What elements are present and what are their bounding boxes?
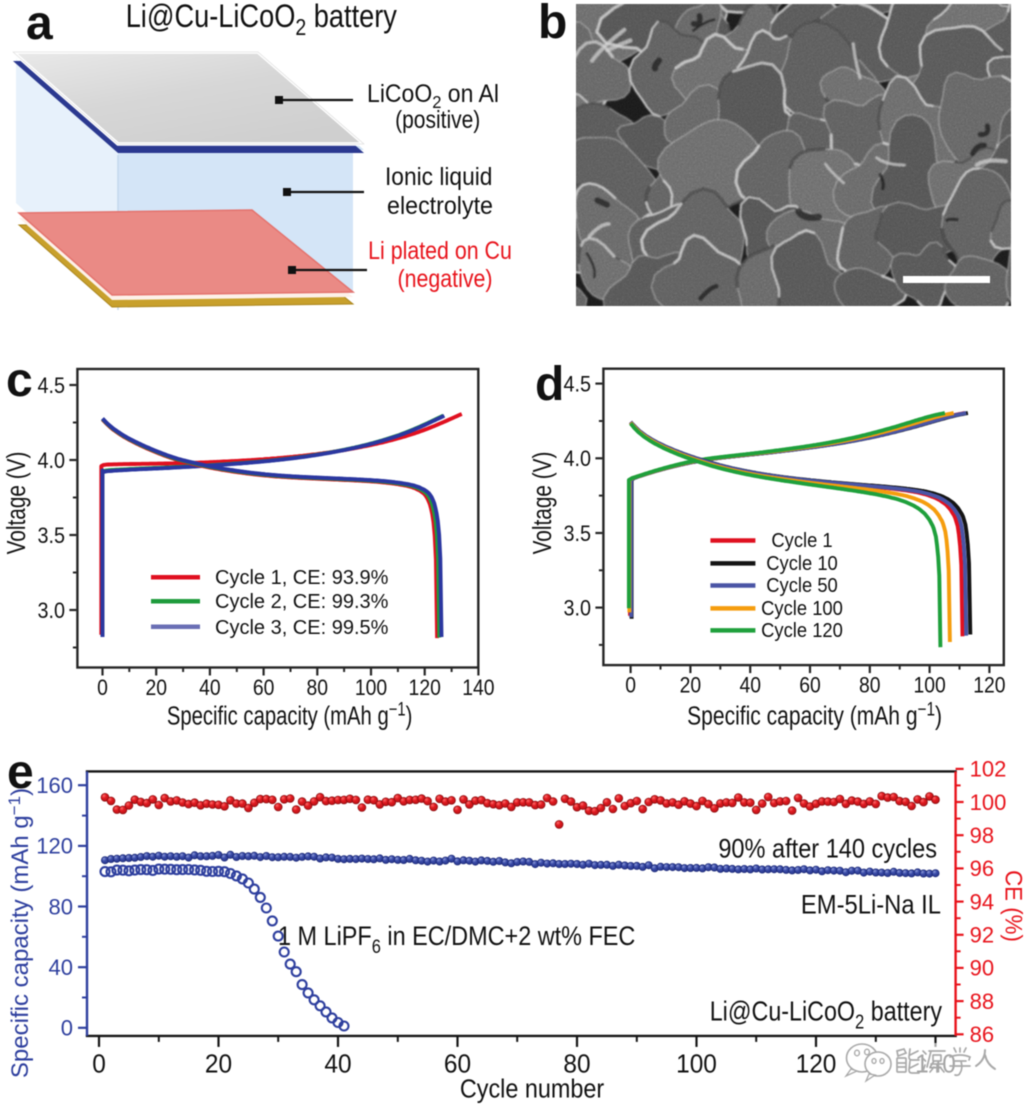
svg-text:Li@Cu-LiCoO2 battery: Li@Cu-LiCoO2 battery — [710, 996, 942, 1032]
svg-text:Voltage (V): Voltage (V) — [2, 452, 31, 555]
svg-text:20: 20 — [205, 1050, 232, 1079]
svg-text:Li plated on Cu: Li plated on Cu — [368, 236, 512, 264]
svg-text:96: 96 — [970, 856, 994, 881]
svg-text:88: 88 — [970, 989, 994, 1014]
svg-text:120: 120 — [409, 676, 441, 700]
svg-text:102: 102 — [970, 757, 1007, 782]
svg-text:94: 94 — [970, 889, 994, 914]
svg-text:100: 100 — [355, 676, 387, 700]
svg-text:90: 90 — [970, 956, 994, 981]
svg-text:120: 120 — [796, 1050, 837, 1079]
svg-text:d: d — [535, 358, 564, 411]
svg-text:Ionic liquid: Ionic liquid — [385, 163, 492, 191]
svg-text:100: 100 — [913, 673, 945, 697]
svg-text:a: a — [26, 0, 53, 50]
svg-text:0: 0 — [92, 1050, 106, 1079]
svg-text:20: 20 — [680, 673, 702, 697]
svg-text:100: 100 — [970, 790, 1007, 815]
svg-text:Cycle 3, CE: 99.5%: Cycle 3, CE: 99.5% — [215, 617, 389, 639]
svg-text:Specific capacity (mAh g−1): Specific capacity (mAh g−1) — [687, 698, 942, 731]
svg-text:160: 160 — [36, 773, 73, 798]
svg-text:1 M LiPF6 in EC/DMC+2 wt% FEC: 1 M LiPF6 in EC/DMC+2 wt% FEC — [278, 922, 635, 958]
svg-text:0: 0 — [61, 1016, 73, 1041]
svg-text:140: 140 — [462, 676, 494, 700]
svg-text:60: 60 — [799, 673, 821, 697]
svg-text:98: 98 — [970, 823, 994, 848]
svg-text:Cycle number: Cycle number — [460, 1075, 604, 1103]
svg-text:80: 80 — [49, 894, 73, 919]
svg-text:86: 86 — [970, 1022, 994, 1047]
svg-text:100: 100 — [676, 1050, 717, 1079]
svg-text:92: 92 — [970, 923, 994, 948]
svg-text:3.0: 3.0 — [563, 596, 591, 620]
svg-text:Specific capacity (mAh g−1): Specific capacity (mAh g−1) — [5, 788, 34, 1078]
svg-text:0: 0 — [97, 676, 108, 700]
svg-text:Cycle 1, CE: 93.9%: Cycle 1, CE: 93.9% — [215, 567, 389, 589]
svg-text:4.0: 4.0 — [37, 449, 65, 473]
svg-text:Specific capacity (mAh g−1): Specific capacity (mAh g−1) — [167, 699, 412, 730]
svg-text:90% after 140 cycles: 90% after 140 cycles — [718, 834, 937, 864]
svg-text:20: 20 — [145, 676, 167, 700]
svg-text:4.5: 4.5 — [37, 374, 65, 398]
svg-text:120: 120 — [36, 834, 73, 859]
svg-text:Cycle 2, CE: 99.3%: Cycle 2, CE: 99.3% — [215, 591, 389, 613]
svg-text:Li@Cu-LiCoO2 battery: Li@Cu-LiCoO2 battery — [126, 0, 397, 40]
svg-text:Cycle 10: Cycle 10 — [766, 553, 838, 575]
svg-text:4.0: 4.0 — [563, 447, 591, 471]
svg-text:e: e — [7, 746, 34, 799]
svg-text:Cycle 50: Cycle 50 — [766, 576, 838, 598]
svg-text:electrolyte: electrolyte — [387, 192, 493, 220]
svg-text:0: 0 — [625, 673, 636, 697]
svg-text:EM-5Li-Na IL: EM-5Li-Na IL — [801, 890, 941, 920]
svg-text:60: 60 — [253, 676, 275, 700]
svg-text:40: 40 — [324, 1050, 351, 1079]
svg-text:Cycle 1: Cycle 1 — [771, 531, 832, 553]
svg-text:120: 120 — [973, 673, 1005, 697]
svg-text:(positive): (positive) — [395, 105, 480, 133]
svg-text:80: 80 — [563, 1050, 590, 1079]
svg-text:80: 80 — [859, 673, 881, 697]
svg-text:3.5: 3.5 — [563, 522, 591, 546]
svg-text:40: 40 — [49, 955, 73, 980]
svg-text:b: b — [538, 0, 567, 49]
svg-text:Cycle 100: Cycle 100 — [761, 598, 843, 620]
svg-text:3.5: 3.5 — [37, 524, 65, 548]
svg-text:c: c — [6, 354, 33, 407]
svg-text:CE (%): CE (%) — [1000, 870, 1027, 942]
svg-text:Voltage (V): Voltage (V) — [528, 452, 557, 555]
svg-text:40: 40 — [739, 673, 761, 697]
svg-text:80: 80 — [307, 676, 329, 700]
svg-text:4.5: 4.5 — [563, 373, 591, 397]
svg-text:60: 60 — [444, 1050, 471, 1079]
svg-text:3.0: 3.0 — [37, 599, 65, 623]
svg-text:(negative): (negative) — [397, 264, 492, 292]
svg-text:Cycle 120: Cycle 120 — [761, 620, 843, 642]
svg-text:40: 40 — [199, 676, 221, 700]
